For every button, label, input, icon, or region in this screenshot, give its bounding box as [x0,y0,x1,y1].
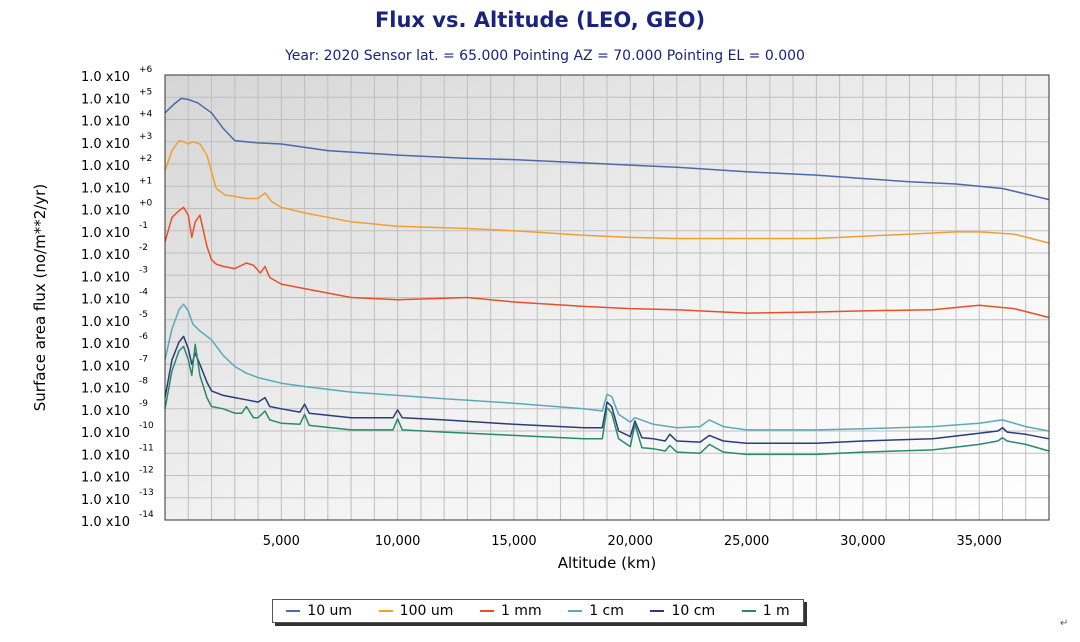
y-tick-exponent: -12 [139,466,154,476]
flux-chart: 1.0 x10 +6 1.0 x10 +5 1.0 x10 +4 1.0 x10 +3 1.0 … [31,65,1050,572]
y-tick-label: 1.0 x10 [81,426,130,441]
y-tick-exponent: +5 [139,87,152,97]
y-tick-label: 1.0 x10 [81,248,130,263]
paragraph-mark: ↵ [1060,618,1069,629]
legend-label: 1 m [762,603,790,619]
legend-item: 1 m [741,603,790,619]
legend-item: 1 cm [568,603,624,619]
x-tick-label: 20,000 [608,534,654,549]
y-tick-exponent: -5 [139,310,148,320]
y-tick-exponent: -4 [139,288,148,298]
y-tick-exponent: +2 [139,154,152,164]
y-tick-label: 1.0 x10 [81,204,130,219]
y-tick-label: 1.0 x10 [81,293,130,308]
x-tick-label: 35,000 [956,534,1002,549]
y-tick-exponent: -7 [139,354,148,364]
y-tick-exponent: -9 [139,399,148,409]
x-tick-label: 5,000 [263,534,300,549]
y-tick-label: 1.0 x10 [81,270,130,285]
x-tick-label: 25,000 [724,534,770,549]
series-line-1-cm [164,303,1050,432]
legend: 10 um 100 um 1 mm 1 cm 10 cm 1 m [272,599,804,623]
legend-item: 100 um [378,603,454,619]
y-tick-exponent: -11 [139,443,154,453]
y-tick-exponent: -14 [139,510,154,520]
chart-title: Flux vs. Altitude (LEO, GEO) [374,8,706,32]
series-line-100-um [164,139,1050,244]
legend-swatch [650,610,665,612]
y-tick-exponent: +6 [139,65,153,75]
legend-swatch [286,610,301,612]
y-tick-label: 1.0 x10 [81,137,130,152]
y-tick-exponent: -10 [139,421,154,431]
legend-label: 10 cm [671,603,716,619]
y-axis-label: Surface area flux (no/m**2/yr) [31,184,49,411]
y-tick-label: 1.0 x10 [81,515,130,530]
y-tick-label: 1.0 x10 [81,493,130,508]
y-tick-exponent: -2 [139,243,148,253]
y-tick-exponent: -6 [139,332,148,342]
legend-swatch [741,610,756,612]
y-tick-label: 1.0 x10 [81,337,130,352]
y-tick-label: 1.0 x10 [81,382,130,397]
y-tick-label: 1.0 x10 [81,448,130,463]
legend-label: 10 um [307,603,353,619]
legend-swatch [479,610,494,612]
legend-item: 10 um [286,603,352,619]
legend-label: 1 mm [500,603,542,619]
legend-label: 1 cm [589,603,624,619]
y-tick-exponent: +4 [139,110,153,120]
grid-lines [165,74,1049,521]
chart-subtitle: Year: 2020 Sensor lat. = 65.000 Pointing… [285,48,805,64]
y-tick-label: 1.0 x10 [81,471,130,486]
legend-label: 100 um [399,603,454,619]
y-tick-label: 1.0 x10 [81,181,130,196]
y-tick-label: 1.0 x10 [81,92,130,107]
series-line-1-m [164,343,1050,456]
y-tick-label: 1.0 x10 [81,115,130,130]
y-tick-label: 1.0 x10 [81,404,130,419]
x-tick-label: 15,000 [491,534,537,549]
x-axis-ticks: 5,000 10,000 15,000 20,000 25,000 30,000 35,00… [263,534,1002,549]
series-line-1-mm [164,206,1050,319]
series-line-10-um [164,97,1050,201]
y-tick-label: 1.0 x10 [81,70,130,85]
legend-item: 1 mm [479,603,542,619]
series-layer [164,97,1050,456]
y-tick-exponent: -1 [139,221,148,231]
y-tick-label: 1.0 x10 [81,359,130,374]
y-tick-exponent: -3 [139,265,148,275]
y-tick-exponent: +3 [139,132,152,142]
y-tick-label: 1.0 x10 [81,315,130,330]
x-axis-label: Altitude (km) [558,554,656,572]
y-tick-exponent: -8 [139,377,148,387]
legend-swatch [568,610,583,612]
legend-swatch [378,610,393,612]
y-axis-ticks: 1.0 x10 +6 1.0 x10 +5 1.0 x10 +4 1.0 x10 +3 1.0 … [81,65,154,530]
y-tick-label: 1.0 x10 [81,159,130,174]
y-tick-label: 1.0 x10 [81,226,130,241]
y-tick-exponent: +1 [139,176,152,186]
legend-item: 10 cm [650,603,715,619]
x-tick-label: 30,000 [840,534,886,549]
y-tick-exponent: +0 [139,199,153,209]
series-line-10-cm [164,335,1050,444]
x-tick-label: 10,000 [375,534,421,549]
y-tick-exponent: -13 [139,488,154,498]
plot-frame [164,74,1050,521]
